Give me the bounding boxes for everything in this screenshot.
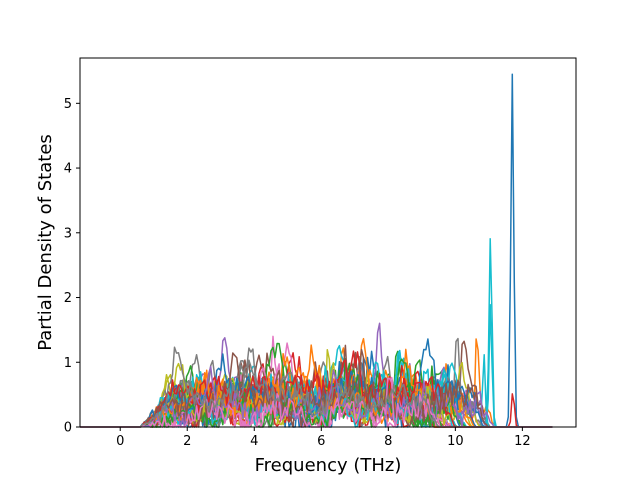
x-axis-label: Frequency (THz) [255, 455, 402, 476]
y-axis-label: Partial Density of States [35, 134, 56, 351]
y-tick-label: 4 [64, 162, 72, 177]
y-tick-label: 3 [64, 226, 72, 241]
plot-frame [79, 57, 577, 428]
x-tick-label: 2 [183, 434, 191, 449]
y-tick-label: 0 [64, 421, 72, 436]
pdos-series-line [80, 348, 553, 428]
x-tick-label: 12 [514, 434, 531, 449]
x-tick-label: 10 [447, 434, 464, 449]
x-tick-label: 4 [250, 434, 258, 449]
x-tick-label: 0 [116, 434, 124, 449]
x-tick-label: 6 [317, 434, 325, 449]
y-tick-label: 5 [64, 97, 72, 112]
x-tick-label: 8 [384, 434, 392, 449]
y-tick-label: 1 [64, 356, 72, 371]
y-tick-label: 2 [64, 291, 72, 306]
